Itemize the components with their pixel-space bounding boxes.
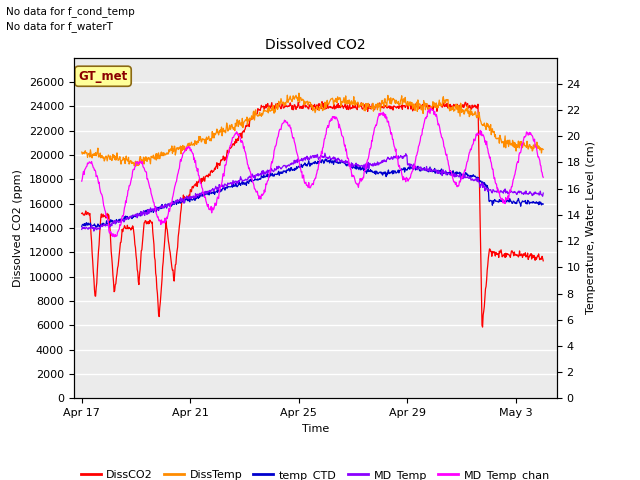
Legend: DissCO2, DissTemp, temp_CTD, MD_Temp, MD_Temp_chan: DissCO2, DissTemp, temp_CTD, MD_Temp, MD… <box>76 465 554 480</box>
Line: MD_Temp: MD_Temp <box>82 153 543 231</box>
Text: GT_met: GT_met <box>79 70 128 83</box>
temp_CTD <box>322 156 330 162</box>
temp_CTD <box>78 224 86 229</box>
DissTemp <box>106 156 114 162</box>
MD_Temp <box>107 221 115 227</box>
temp_CTD <box>93 224 100 230</box>
MD_Temp_chan <box>358 177 366 183</box>
DissTemp <box>131 163 138 169</box>
temp_CTD <box>540 201 547 207</box>
MD_Temp_chan <box>346 166 354 172</box>
temp_CTD <box>107 217 115 223</box>
DissCO2 <box>476 193 484 199</box>
MD_Temp <box>347 164 355 170</box>
temp_CTD <box>373 168 381 174</box>
DissTemp <box>373 101 381 107</box>
MD_Temp_chan <box>429 107 436 113</box>
MD_Temp_chan <box>78 178 86 184</box>
temp_CTD <box>347 164 355 169</box>
MD_Temp_chan <box>540 174 547 180</box>
MD_Temp <box>540 190 547 196</box>
DissTemp <box>359 100 367 106</box>
DissTemp <box>476 118 484 123</box>
Y-axis label: Temperature, Water Level (cm): Temperature, Water Level (cm) <box>586 142 596 314</box>
DissCO2 <box>479 324 486 330</box>
MD_Temp_chan <box>476 128 484 133</box>
Line: DissCO2: DissCO2 <box>82 102 543 327</box>
DissTemp <box>347 99 355 105</box>
DissCO2 <box>318 99 326 105</box>
DissTemp <box>540 146 547 152</box>
X-axis label: Time: Time <box>301 424 329 433</box>
Title: Dissolved CO2: Dissolved CO2 <box>265 38 365 52</box>
temp_CTD <box>429 168 436 174</box>
DissTemp <box>429 99 436 105</box>
DissCO2 <box>106 226 114 232</box>
Line: DissTemp: DissTemp <box>82 93 543 166</box>
MD_Temp <box>359 164 367 170</box>
MD_Temp <box>429 168 436 173</box>
Line: temp_CTD: temp_CTD <box>82 159 543 227</box>
MD_Temp <box>78 227 86 232</box>
DissCO2 <box>540 258 547 264</box>
DissTemp <box>78 149 86 155</box>
MD_Temp_chan <box>111 234 118 240</box>
DissCO2 <box>346 106 354 112</box>
DissCO2 <box>429 105 436 111</box>
DissCO2 <box>78 211 86 216</box>
MD_Temp <box>90 228 98 234</box>
DissCO2 <box>358 106 366 112</box>
temp_CTD <box>359 164 367 170</box>
temp_CTD <box>476 178 484 184</box>
MD_Temp_chan <box>106 230 114 236</box>
Text: No data for f_cond_temp: No data for f_cond_temp <box>6 6 135 17</box>
MD_Temp <box>476 184 484 190</box>
DissTemp <box>295 90 303 96</box>
Y-axis label: Dissolved CO2 (ppm): Dissolved CO2 (ppm) <box>13 169 23 287</box>
MD_Temp_chan <box>427 105 435 111</box>
MD_Temp <box>321 150 329 156</box>
MD_Temp_chan <box>372 123 380 129</box>
DissCO2 <box>372 104 380 109</box>
Line: MD_Temp_chan: MD_Temp_chan <box>82 108 543 237</box>
MD_Temp <box>373 162 381 168</box>
Text: No data for f_waterT: No data for f_waterT <box>6 21 113 32</box>
